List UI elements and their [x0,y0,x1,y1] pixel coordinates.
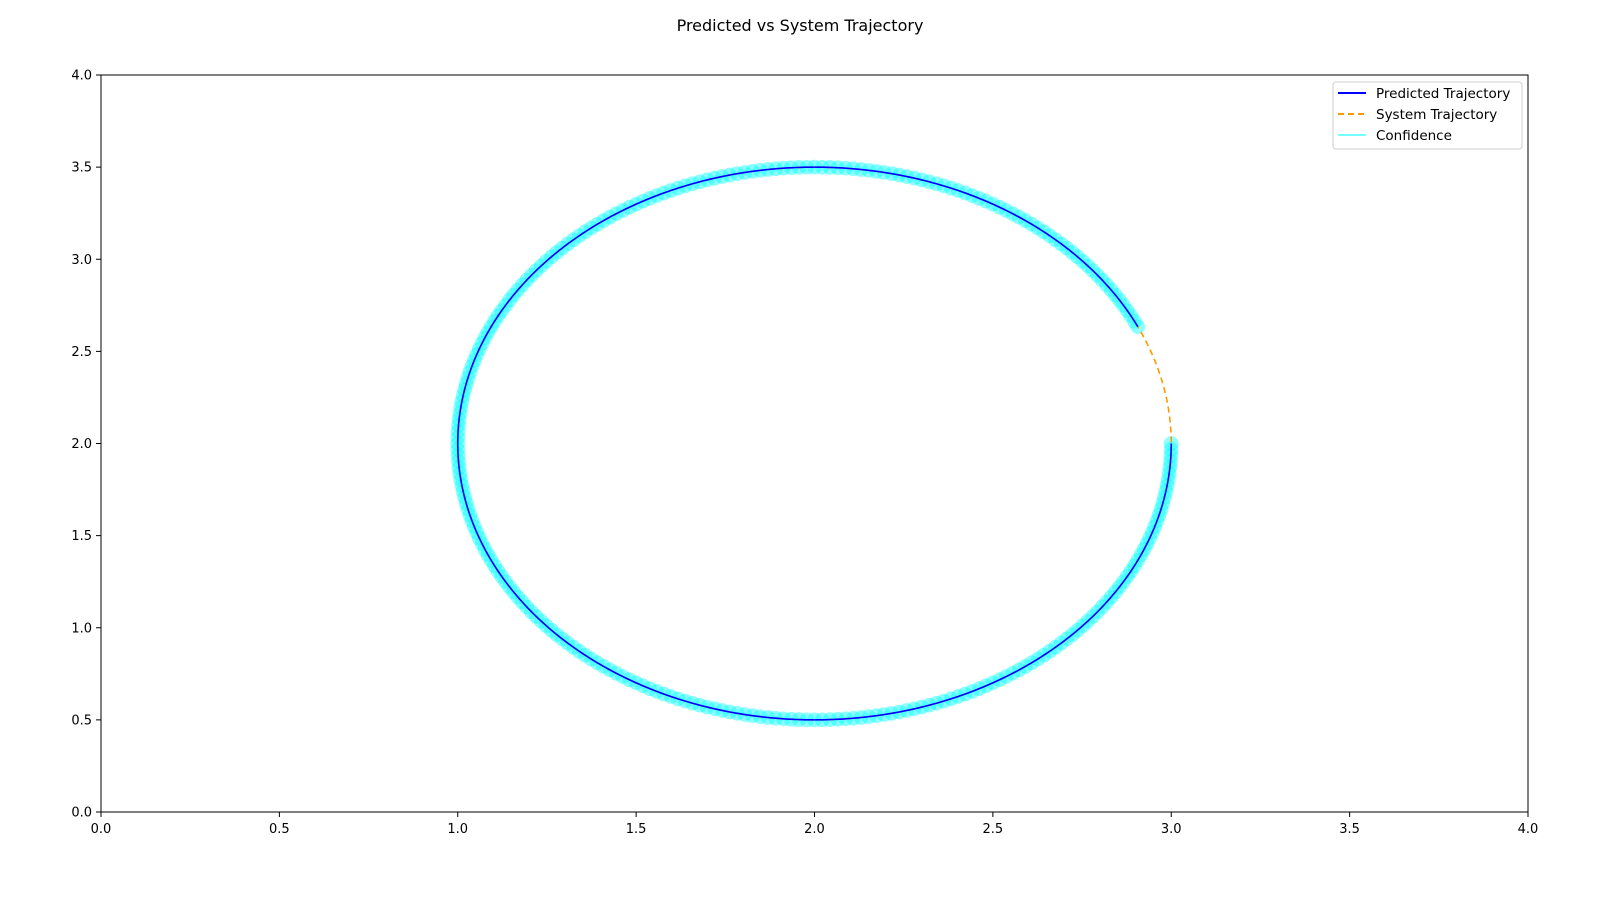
legend-label: System Trajectory [1376,107,1497,123]
x-tick-label: 2.5 [983,822,1004,837]
y-tick-label: 0.0 [71,806,92,821]
x-tick-label: 3.5 [1339,822,1360,837]
x-tick-label: 1.0 [447,822,468,837]
y-axis: 0.0 0.5 1.0 1.5 2.0 2.5 3.0 3.5 4.0 [71,69,101,821]
series-lines [456,166,1173,721]
y-tick-label: 1.5 [71,529,92,544]
y-tick-label: 1.0 [71,621,92,636]
y-tick-label: 3.5 [71,161,92,176]
legend-label: Confidence [1376,128,1452,144]
x-tick-label: 3.0 [1161,822,1182,837]
x-tick-label: 1.5 [626,822,647,837]
x-tick-label: 2.0 [804,822,825,837]
chart-title: Predicted vs System Trajectory [677,16,924,35]
y-tick-label: 2.5 [71,345,92,360]
confidence-band [450,159,1179,728]
y-tick-label: 3.0 [71,253,92,268]
x-axis: 0.0 0.5 1.0 1.5 2.0 2.5 3.0 3.5 4.0 [91,812,1539,837]
legend-box [1332,81,1523,150]
y-tick-label: 4.0 [71,69,92,84]
legend-label: Predicted Trajectory [1376,86,1510,102]
x-tick-label: 0.0 [91,822,112,837]
x-tick-label: 0.5 [269,822,290,837]
predicted-trajectory-line [456,166,1173,721]
legend: Predicted Trajectory System Trajectory Con… [1332,81,1523,150]
y-tick-label: 2.0 [71,437,92,452]
y-tick-label: 0.5 [71,713,92,728]
plot-area-frame [100,74,1529,813]
x-tick-label: 4.0 [1518,822,1539,837]
